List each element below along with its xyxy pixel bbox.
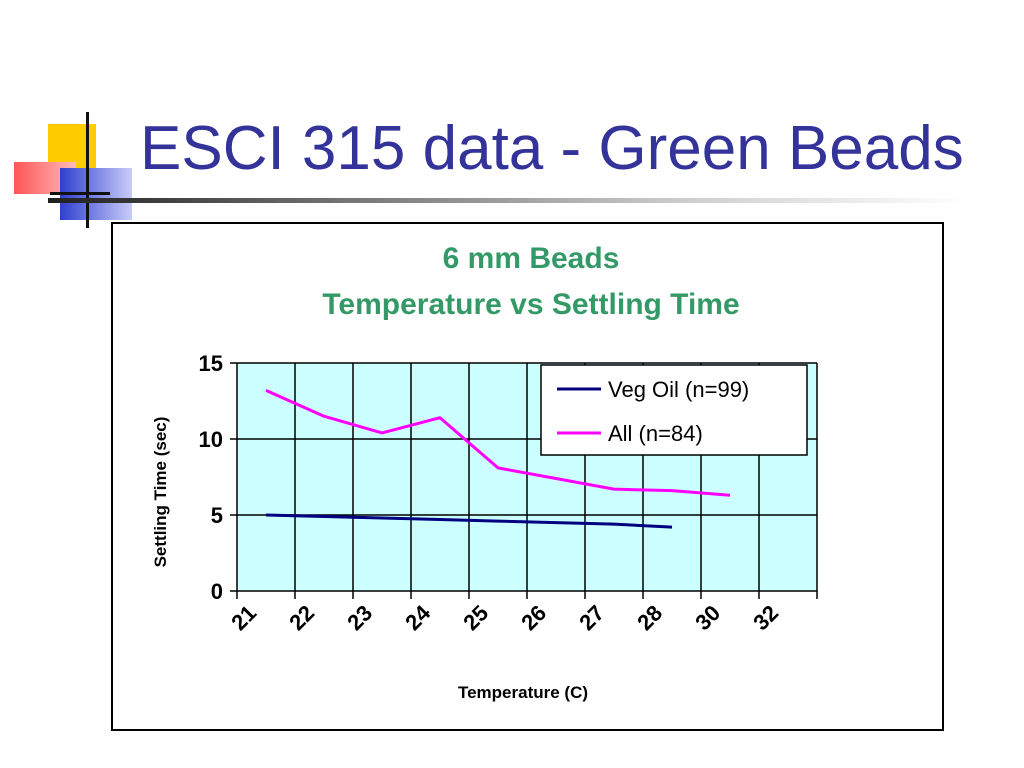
legend-box [540, 364, 808, 456]
logo-horizontal-line [50, 192, 110, 195]
x-axis-label: Temperature (C) [458, 683, 588, 702]
chart: 6 mm Beads Temperature vs Settling Time … [151, 242, 818, 702]
chart-subtitle: Temperature vs Settling Time [322, 288, 739, 321]
legend-label: All (n=84) [608, 421, 703, 446]
y-tick-label: 0 [211, 579, 223, 604]
logo-vertical-line [86, 112, 89, 228]
slide-title: ESCI 315 data - Green Beads [140, 114, 964, 183]
legend-label: Veg Oil (n=99) [608, 377, 749, 402]
chart-title: 6 mm Beads [443, 242, 620, 275]
y-tick-label: 15 [199, 351, 223, 376]
y-tick-label: 5 [211, 503, 223, 528]
x-tick-label: 32 [748, 600, 783, 635]
series-line-veg-oil [265, 513, 673, 529]
y-tick-label: 10 [199, 427, 223, 452]
x-tick-label: 30 [690, 600, 725, 635]
x-tick-label: 27 [574, 600, 609, 635]
x-tick-label: 22 [284, 600, 319, 635]
series-line-all [265, 388, 731, 497]
x-tick-label: 21 [226, 600, 261, 635]
x-tick-label: 28 [632, 600, 667, 635]
x-tick-label: 23 [342, 600, 377, 635]
x-tick-label: 26 [516, 600, 551, 635]
x-tick-label: 24 [400, 600, 436, 636]
y-axis-label: Settling Time (sec) [151, 417, 170, 568]
x-tick-label: 25 [458, 600, 493, 635]
title-rule [48, 198, 968, 203]
chart-frame: 6 mm Beads Temperature vs Settling Time … [111, 222, 944, 731]
